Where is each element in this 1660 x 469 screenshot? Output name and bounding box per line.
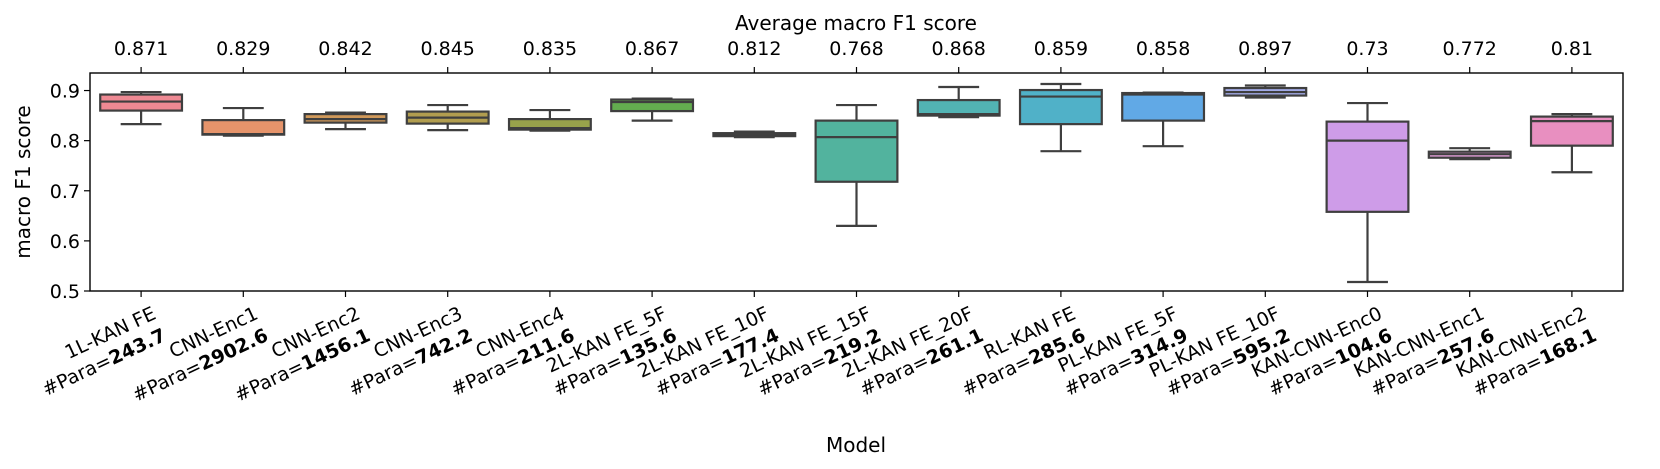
box-iqr — [507, 118, 592, 131]
box-group-1 — [99, 90, 184, 126]
y-tick-label: 0.6 — [50, 231, 80, 253]
average-score-label: 0.812 — [727, 38, 781, 60]
box-group-13 — [1325, 101, 1410, 284]
average-score-label: 0.867 — [625, 38, 679, 60]
box-iqr — [610, 98, 695, 113]
average-score-label: 0.858 — [1136, 38, 1190, 60]
box-iqr — [814, 119, 899, 183]
box-group-15 — [1529, 112, 1614, 174]
box-group-11 — [1121, 91, 1206, 148]
box-iqr — [1121, 91, 1206, 122]
box-iqr — [916, 98, 1001, 117]
average-score-label: 0.868 — [931, 38, 985, 60]
average-score-label: 0.73 — [1346, 38, 1388, 60]
box-iqr — [1018, 88, 1103, 126]
y-tick-label: 0.5 — [50, 281, 80, 303]
y-tick-label: 0.8 — [50, 131, 80, 153]
box-group-7 — [712, 130, 797, 139]
average-score-label: 0.845 — [420, 38, 474, 60]
box-group-12 — [1223, 84, 1308, 99]
box-group-14 — [1427, 147, 1512, 161]
y-axis-title: macro F1 score — [11, 105, 35, 258]
average-score-label: 0.829 — [216, 38, 270, 60]
top-axis: 0.871 0.829 0.842 0.845 0.835 0.867 0.812 0.768… — [114, 38, 1593, 73]
box-iqr — [201, 119, 286, 136]
box-group-2 — [201, 106, 286, 137]
average-score-label: 0.835 — [523, 38, 577, 60]
box-group-10 — [1018, 82, 1103, 153]
average-score-label: 0.81 — [1551, 38, 1593, 60]
x-axis-title: Model — [826, 433, 886, 457]
boxes-layer — [99, 82, 1614, 284]
average-score-label: 0.772 — [1442, 38, 1496, 60]
average-score-label: 0.768 — [829, 38, 883, 60]
box-group-5 — [507, 108, 592, 132]
average-score-label: 0.871 — [114, 38, 168, 60]
y-axis: 0.5 0.6 0.7 0.8 0.9 — [50, 81, 90, 303]
top-axis-title: Average macro F1 score — [735, 11, 977, 35]
box-iqr — [1325, 120, 1410, 213]
y-tick-label: 0.7 — [50, 181, 80, 203]
average-score-label: 0.842 — [318, 38, 372, 60]
average-score-label: 0.859 — [1034, 38, 1088, 60]
y-tick-label: 0.9 — [50, 81, 80, 103]
box-group-3 — [303, 111, 388, 131]
box-group-8 — [814, 103, 899, 227]
box-group-6 — [610, 97, 695, 122]
average-score-label: 0.897 — [1238, 38, 1292, 60]
box-group-9 — [916, 85, 1001, 119]
box-group-4 — [405, 103, 490, 132]
